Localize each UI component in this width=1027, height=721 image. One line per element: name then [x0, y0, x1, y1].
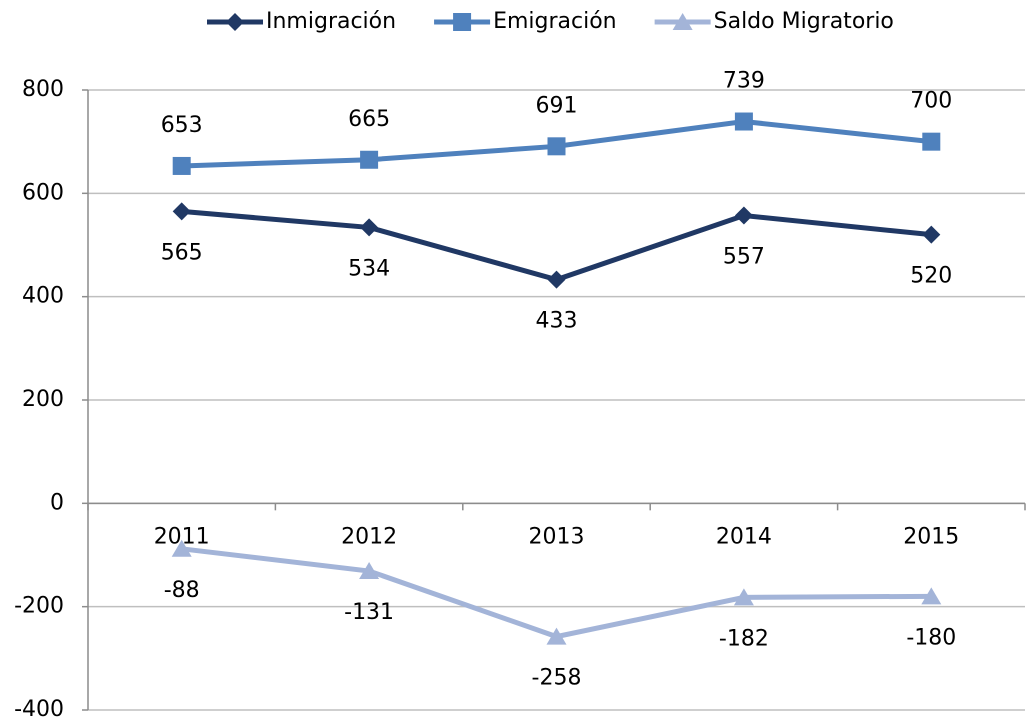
legend-label: Emigración	[493, 9, 617, 34]
data-label: 557	[723, 245, 765, 270]
data-label: 653	[161, 113, 203, 138]
data-label: 691	[536, 93, 578, 118]
data-point	[172, 156, 191, 175]
data-label: -88	[164, 578, 200, 603]
data-label: 665	[348, 107, 390, 132]
y-tick-label: 600	[22, 180, 64, 205]
y-tick-label: -200	[14, 594, 64, 619]
data-point	[733, 588, 754, 606]
data-label: 534	[348, 256, 390, 281]
data-point	[171, 539, 192, 557]
data-label: 565	[161, 240, 203, 265]
data-point	[734, 206, 753, 225]
data-point	[547, 270, 566, 289]
data-label: -131	[344, 600, 394, 625]
data-label: -182	[719, 626, 769, 651]
series-line	[181, 546, 932, 640]
y-tick-label: 0	[50, 490, 64, 515]
legend-marker	[453, 13, 472, 31]
x-tick-label: 2013	[529, 524, 585, 549]
y-tick-label: -400	[14, 697, 64, 721]
data-label: 433	[536, 309, 578, 334]
y-tick-label: 400	[22, 284, 64, 309]
data-label: 700	[910, 89, 952, 114]
data-point	[547, 137, 566, 156]
legend-marker	[672, 13, 693, 30]
data-label: -180	[906, 625, 956, 650]
y-tick-label: 200	[22, 387, 64, 412]
data-point	[172, 202, 191, 221]
data-label: 739	[723, 69, 765, 94]
data-point	[359, 562, 380, 580]
data-label: -258	[532, 666, 582, 691]
legend-label: Inmigración	[266, 9, 396, 34]
data-point	[922, 225, 941, 244]
x-tick-label: 2014	[716, 524, 772, 549]
legend-label: Saldo Migratorio	[714, 9, 894, 34]
data-point	[921, 587, 942, 605]
series-line	[181, 208, 932, 283]
data-point	[546, 627, 567, 645]
data-label: 520	[910, 264, 952, 289]
legend-marker	[226, 13, 244, 31]
data-point	[734, 112, 753, 131]
x-tick-label: 2012	[341, 524, 397, 549]
y-tick-label: 800	[22, 77, 64, 102]
x-tick-label: 2015	[903, 524, 959, 549]
data-point	[360, 218, 379, 237]
data-point	[922, 132, 941, 151]
data-point	[360, 150, 379, 169]
